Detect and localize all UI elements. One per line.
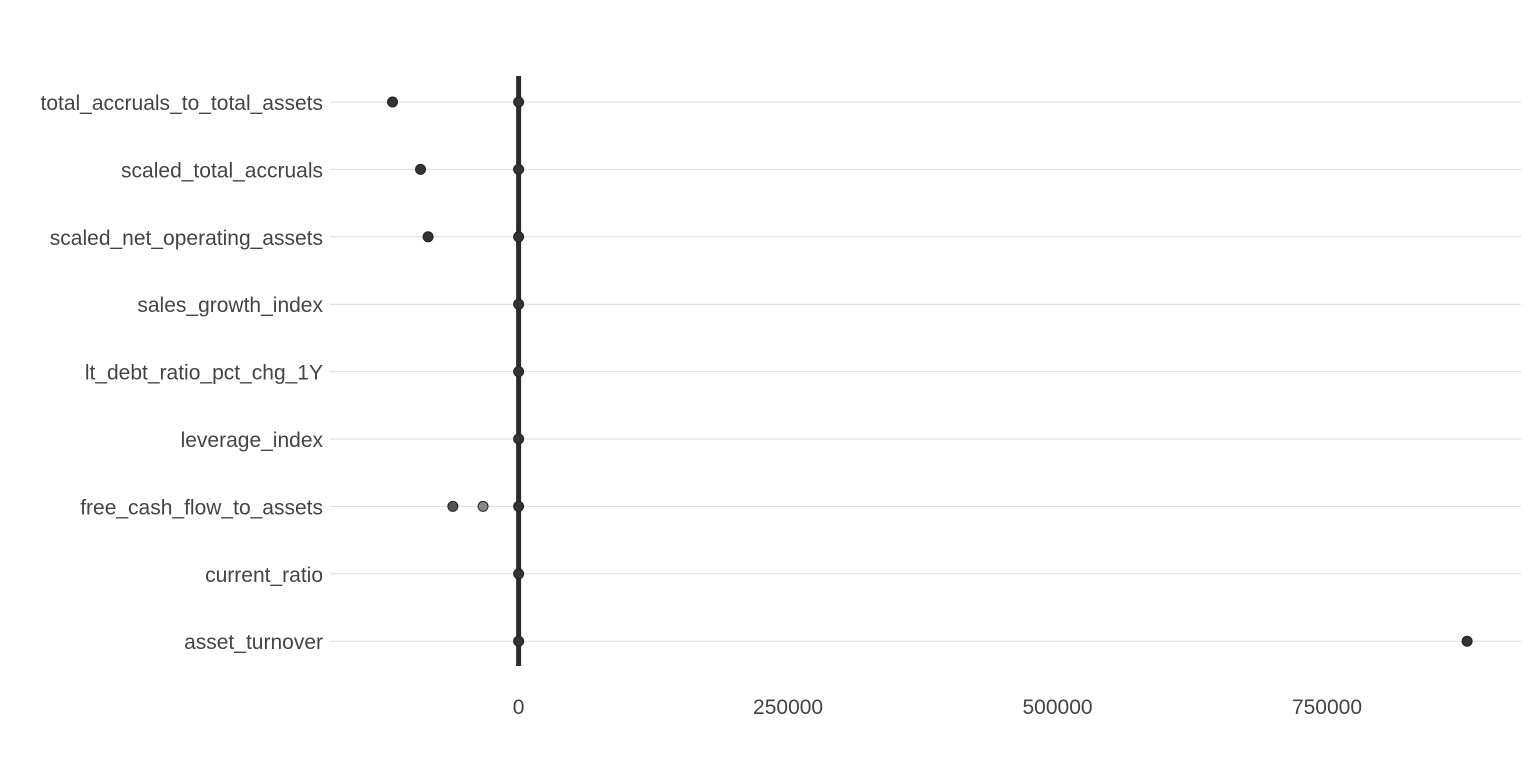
data-point — [513, 163, 525, 175]
data-point — [387, 96, 399, 108]
y-tick-label: sales_growth_index — [137, 294, 323, 317]
y-tick-label: total_accruals_to_total_assets — [40, 92, 323, 115]
data-point — [477, 500, 489, 512]
data-point — [513, 298, 525, 310]
x-tick-label: 750000 — [1292, 696, 1362, 719]
data-point — [1461, 635, 1473, 647]
y-tick-label: lt_debt_ratio_pct_chg_1Y — [85, 362, 323, 385]
y-axis-labels: total_accruals_to_total_assets scaled_tot… — [40, 92, 323, 654]
y-tick-label: free_cash_flow_to_assets — [80, 496, 323, 519]
x-tick-label: 0 — [513, 696, 525, 719]
data-point — [513, 366, 525, 378]
data-point — [415, 163, 427, 175]
y-tick-label: scaled_net_operating_assets — [50, 227, 323, 250]
data-point — [513, 568, 525, 580]
gridlines — [330, 101, 1521, 642]
y-tick-label: scaled_total_accruals — [121, 159, 323, 182]
y-tick-label: leverage_index — [181, 429, 324, 452]
data-point — [513, 500, 525, 512]
data-point — [513, 635, 525, 647]
y-tick-label: asset_turnover — [184, 631, 323, 654]
x-axis-labels: 0 250000 500000 750000 — [513, 696, 1362, 719]
data-point — [513, 433, 525, 445]
points — [387, 96, 1473, 647]
data-point — [513, 231, 525, 243]
data-point — [447, 500, 459, 512]
data-point — [422, 231, 434, 243]
data-point — [513, 96, 525, 108]
x-tick-label: 500000 — [1022, 696, 1092, 719]
y-tick-label: current_ratio — [205, 564, 323, 587]
x-tick-label: 250000 — [753, 696, 823, 719]
